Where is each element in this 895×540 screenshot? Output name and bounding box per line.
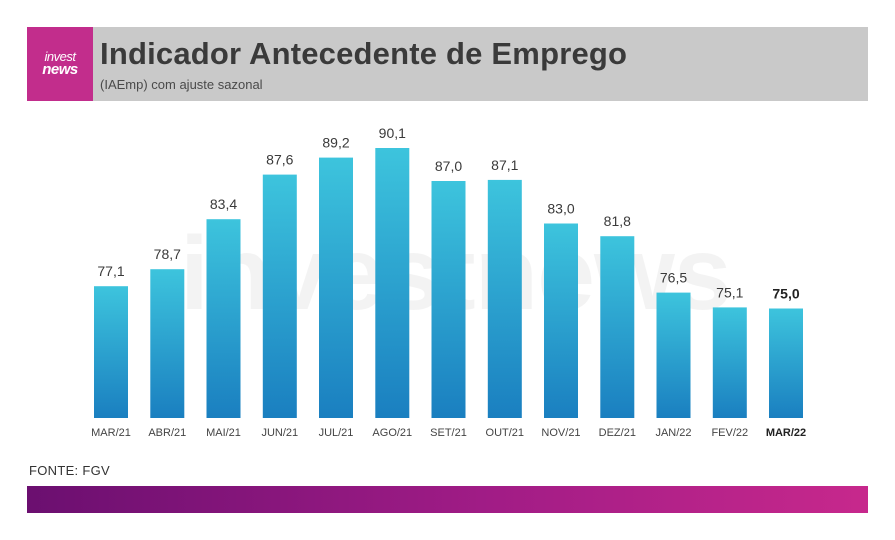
- data-label: 75,0: [772, 286, 799, 302]
- bar-nov-21: [544, 223, 578, 418]
- bar-out-21: [487, 179, 522, 418]
- x-tick-label: MAR/22: [766, 427, 806, 439]
- data-label: 83,0: [547, 201, 574, 217]
- x-tick-label: JAN/22: [655, 427, 691, 439]
- data-label: 75,1: [716, 284, 743, 300]
- chart-title: Indicador Antecedente de Emprego: [100, 36, 628, 71]
- data-label: 87,0: [435, 158, 462, 174]
- x-tick-label: MAI/21: [206, 427, 241, 439]
- x-tick-label: MAR/21: [91, 427, 131, 439]
- footer-bar: [27, 486, 868, 513]
- bar-abr-21: [150, 269, 185, 418]
- data-label: 83,4: [210, 196, 237, 212]
- x-tick-label: ABR/21: [148, 427, 186, 439]
- x-tick-label: JUN/21: [261, 427, 298, 439]
- bar-set-21: [431, 181, 466, 418]
- x-tick-label: FEV/22: [711, 427, 748, 439]
- x-tick-label: SET/21: [430, 427, 467, 439]
- logo-line-2: news: [42, 61, 78, 79]
- data-label: 89,2: [322, 135, 349, 151]
- bar-fev-22: [712, 307, 747, 418]
- bar-mai-21: [206, 219, 241, 418]
- data-label: 77,1: [97, 263, 124, 279]
- bar-mar-21: [94, 286, 128, 418]
- bar-dez-21: [600, 236, 635, 418]
- x-tick-label: DEZ/21: [599, 427, 636, 439]
- data-label: 76,5: [660, 270, 687, 286]
- data-label: 87,1: [491, 157, 518, 173]
- data-label: 87,6: [266, 152, 293, 168]
- bar-jun-21: [262, 174, 297, 418]
- source-note: FONTE: FGV: [29, 463, 110, 478]
- data-label: 90,1: [379, 125, 406, 141]
- chart-subtitle: (IAEmp) com ajuste sazonal: [100, 77, 263, 92]
- x-tick-label: OUT/21: [486, 427, 525, 439]
- chart-header: invest news Indicador Antecedente de Emp…: [27, 27, 868, 101]
- x-tick-label: AGO/21: [372, 427, 412, 439]
- bar-mar-22: [769, 308, 803, 418]
- x-tick-label: NOV/21: [541, 427, 580, 439]
- x-tick-label: JUL/21: [319, 427, 354, 439]
- logo-line-1: invest: [44, 48, 76, 64]
- data-label: 81,8: [604, 213, 631, 229]
- data-label: 78,7: [154, 246, 181, 262]
- bar-jul-21: [319, 157, 353, 418]
- bar-jan-22: [656, 292, 691, 418]
- bar-ago-21: [375, 148, 410, 418]
- investnews-logo: invest news: [27, 27, 93, 101]
